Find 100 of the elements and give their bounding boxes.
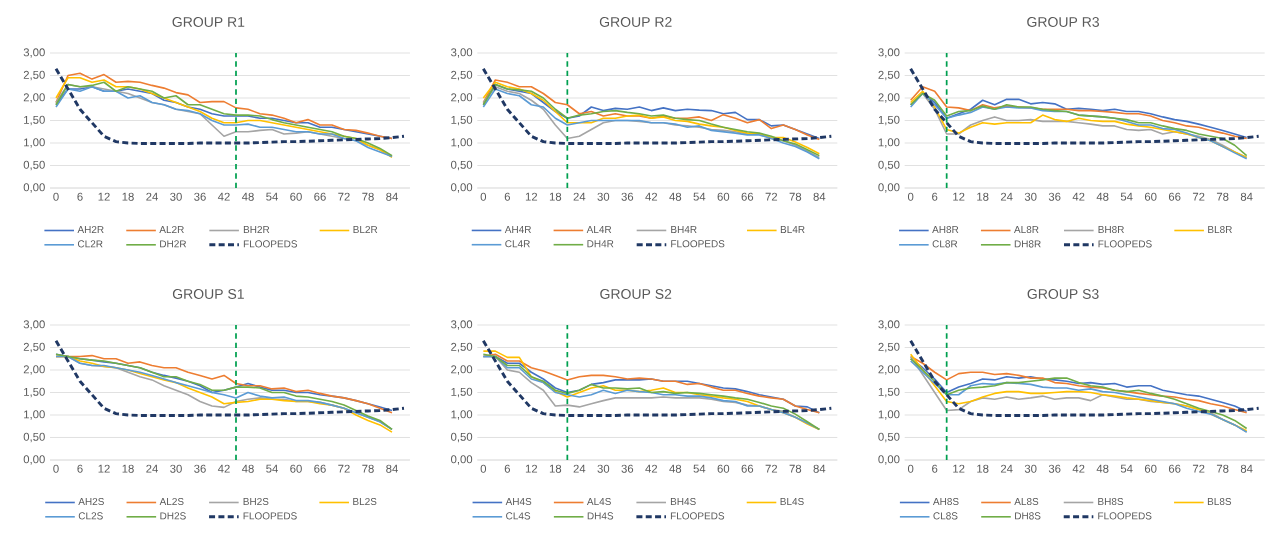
x-tick-label: 66 xyxy=(1168,192,1181,201)
x-tick-label: 72 xyxy=(765,192,778,201)
x-tick-label: 12 xyxy=(98,192,110,201)
line-series xyxy=(55,72,393,140)
legend-label: CL2S xyxy=(78,512,103,520)
x-tick-label: 12 xyxy=(525,192,538,201)
legend-label: AL2R xyxy=(159,226,184,233)
x-tick-label: 6 xyxy=(504,192,510,201)
x-tick-label: 24 xyxy=(573,464,586,473)
x-tick-label: 54 xyxy=(693,192,706,201)
x-tick-label: 30 xyxy=(597,464,610,473)
x-tick-label: 24 xyxy=(1000,192,1013,201)
x-tick-label: 6 xyxy=(932,192,938,201)
y-tick-label: 1,00 xyxy=(24,410,45,420)
x-tick-label: 78 xyxy=(362,192,374,201)
y-tick-label: 1,00 xyxy=(878,138,900,148)
legend-label: BH2S xyxy=(243,498,269,506)
y-tick-label: 0,50 xyxy=(878,432,900,443)
chart-title: GROUP R1 xyxy=(172,17,245,27)
x-tick-label: 66 xyxy=(314,464,326,473)
legend-label: AL8R xyxy=(1014,226,1039,234)
y-tick-label: 1,50 xyxy=(451,115,473,126)
legend-label: AL8S xyxy=(1014,498,1039,506)
x-tick-label: 48 xyxy=(1096,192,1109,201)
x-tick-label: 72 xyxy=(1192,464,1205,473)
x-tick-label: 48 xyxy=(669,464,682,473)
legend-label: AH4R xyxy=(504,226,531,233)
x-tick-label: 42 xyxy=(217,464,230,473)
legend-label: BL8R xyxy=(1208,226,1232,234)
x-tick-label: 60 xyxy=(290,192,302,201)
x-tick-label: 36 xyxy=(1048,464,1061,473)
x-tick-label: 0 xyxy=(53,192,59,201)
chart-title: GROUP S3 xyxy=(1027,289,1099,299)
x-tick-label: 42 xyxy=(1072,464,1085,473)
x-tick-label: 60 xyxy=(1144,192,1157,201)
x-tick-label: 30 xyxy=(170,192,182,201)
x-tick-label: 78 xyxy=(789,464,802,473)
x-tick-label: 36 xyxy=(194,464,206,473)
chart-title: GROUP R3 xyxy=(1027,17,1099,27)
x-tick-label: 60 xyxy=(1144,464,1157,473)
legend-label: BL4R xyxy=(780,226,805,233)
legend-label: DH8R xyxy=(1014,240,1041,248)
x-tick-label: 60 xyxy=(717,192,730,201)
x-tick-label: 0 xyxy=(907,464,914,473)
legend-label: FLOOPEDS xyxy=(1098,512,1152,520)
y-tick-label: 2,50 xyxy=(23,70,45,81)
y-tick-label: 2,00 xyxy=(878,93,900,103)
legend-label: BL4S xyxy=(780,498,804,506)
x-tick-label: 0 xyxy=(53,464,59,473)
x-tick-label: 42 xyxy=(645,464,658,473)
y-tick-label: 0,50 xyxy=(23,160,45,171)
x-tick-label: 72 xyxy=(338,192,350,201)
x-tick-label: 0 xyxy=(480,192,487,201)
x-tick-label: 66 xyxy=(314,192,326,201)
x-tick-label: 42 xyxy=(217,192,230,201)
legend-label: AH2R xyxy=(77,226,104,233)
y-tick-label: 1,50 xyxy=(878,115,900,126)
y-tick-label: 1,00 xyxy=(878,410,900,420)
x-tick-label: 6 xyxy=(504,464,510,473)
legend-label: BH4S xyxy=(670,498,696,506)
legend-label: CL8R xyxy=(932,240,958,248)
y-tick-label: 2,50 xyxy=(23,342,45,353)
legend-label: AL4S xyxy=(586,498,611,506)
x-tick-label: 18 xyxy=(549,464,562,473)
x-tick-label: 54 xyxy=(266,464,278,473)
legend-label: DH2R xyxy=(160,240,187,248)
x-tick-label: 54 xyxy=(693,464,706,473)
x-tick-label: 18 xyxy=(122,464,134,473)
y-tick-label: 2,00 xyxy=(878,365,900,375)
y-tick-label: 2,50 xyxy=(878,70,900,81)
y-tick-label: 1,00 xyxy=(451,138,473,148)
y-tick-label: 3,00 xyxy=(878,48,900,58)
y-tick-label: 2,50 xyxy=(878,342,900,353)
legend-label: FLOOPEDS xyxy=(670,512,725,520)
legend-label: AH8S xyxy=(932,498,959,506)
y-tick-label: 3,00 xyxy=(23,48,45,58)
legend-label: FLOOPEDS xyxy=(243,240,298,248)
x-tick-label: 84 xyxy=(813,464,826,473)
y-tick-label: 3,00 xyxy=(451,320,473,330)
y-tick-label: 0,50 xyxy=(23,432,45,443)
x-tick-label: 18 xyxy=(977,192,989,201)
x-tick-label: 48 xyxy=(241,192,254,201)
x-tick-label: 78 xyxy=(362,464,374,473)
x-tick-label: 18 xyxy=(977,464,989,473)
x-tick-label: 48 xyxy=(1096,464,1109,473)
chart-title: GROUP S1 xyxy=(172,289,244,299)
x-tick-label: 18 xyxy=(549,192,562,201)
y-tick-label: 2,00 xyxy=(451,365,473,375)
legend-label: BH4R xyxy=(671,226,697,233)
x-tick-label: 54 xyxy=(1120,464,1133,473)
legend-label: DH4S xyxy=(587,512,614,520)
x-tick-label: 42 xyxy=(645,192,658,201)
legend-label: CL2R xyxy=(77,240,103,248)
legend-label: FLOOPEDS xyxy=(243,512,297,520)
x-tick-label: 84 xyxy=(1240,192,1253,201)
y-tick-label: 2,00 xyxy=(451,93,473,103)
y-tick-label: 0,00 xyxy=(451,183,473,193)
legend-label: BH8S xyxy=(1098,498,1124,506)
x-tick-label: 18 xyxy=(122,192,134,201)
legend-label: BH2R xyxy=(243,226,270,233)
